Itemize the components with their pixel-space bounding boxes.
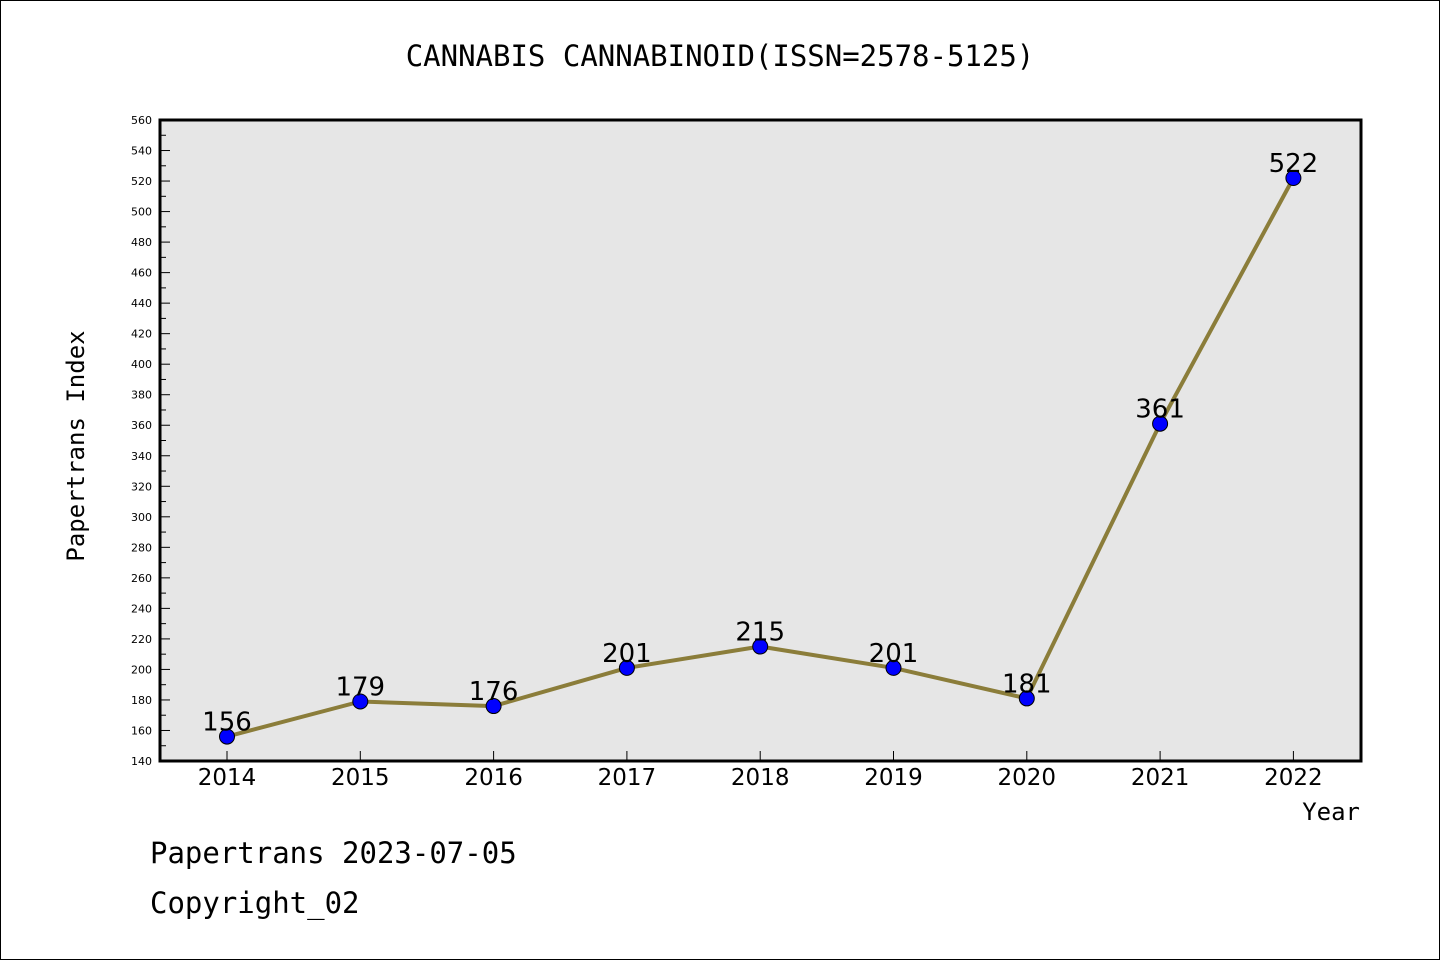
x-axis-label: Year [1302,798,1360,826]
footer-date: Papertrans 2023-07-05 [150,836,517,870]
x-tick-label: 2017 [598,765,657,791]
data-point [752,638,769,655]
data-point [352,693,369,710]
y-tick-label: 520 [131,175,152,188]
data-point [618,659,635,676]
data-point [485,698,502,715]
data-point [1152,415,1169,432]
data-label: 201 [869,639,919,669]
data-label: 181 [1002,669,1052,699]
y-tick-label: 140 [131,755,152,768]
y-tick-label: 480 [131,236,152,249]
x-tick-label: 2020 [998,765,1057,791]
data-label: 156 [202,708,252,738]
y-tick-label: 320 [131,480,152,493]
y-tick-label: 560 [131,114,152,127]
y-tick-label: 340 [131,450,152,463]
y-axis-label: Papertrans Index [62,330,90,561]
y-tick-label: 420 [131,328,152,341]
y-tick-label: 200 [131,663,152,676]
x-tick-label: 2016 [464,765,523,791]
data-point [1285,169,1302,186]
y-tick-label: 220 [131,633,152,646]
y-axis: 140 160 180 200 220 240 260 280 300 320 340 360 380 4… [131,114,170,768]
data-point [885,659,902,676]
data-point [219,728,235,745]
data-markers [219,169,1302,745]
y-tick-label: 280 [131,541,152,554]
plot-area [160,120,1361,761]
data-label: 201 [602,639,652,669]
data-label: 179 [335,672,385,702]
x-tick-label: 2015 [331,765,390,791]
x-tick-label: 2014 [198,765,257,791]
y-tick-label: 180 [131,694,152,707]
data-label: 361 [1135,395,1185,425]
footer-copyright: Copyright_02 [150,886,360,920]
chart-title: CANNABIS CANNABINOID(ISSN=2578-5125) [406,39,1035,73]
y-tick-label: 400 [131,358,152,371]
data-label: 176 [469,677,519,707]
y-tick-label: 540 [131,145,152,158]
x-tick-label: 2018 [731,765,790,791]
y-tick-label: 500 [131,206,152,219]
plot-border [158,118,1363,763]
x-tick-label: 2019 [864,765,923,791]
y-tick-label: 260 [131,572,152,585]
y-tick-label: 240 [131,602,152,615]
y-tick-label: 380 [131,389,152,402]
data-label: 522 [1269,149,1319,179]
data-labels: 156 179 176 201 215 201 181 361 522 [202,149,1318,738]
y-tick-label: 440 [131,297,152,310]
y-tick-label: 300 [131,511,152,524]
x-tick-label: 2022 [1264,765,1323,791]
y-tick-label: 160 [131,724,152,737]
data-label: 215 [735,618,785,648]
x-axis: 2014 2015 2016 2017 2018 2019 2020 2021 2022 [198,751,1323,791]
data-point [1018,690,1035,707]
y-tick-label: 460 [131,267,152,280]
x-tick-label: 2021 [1131,765,1190,791]
y-tick-label: 360 [131,419,152,432]
